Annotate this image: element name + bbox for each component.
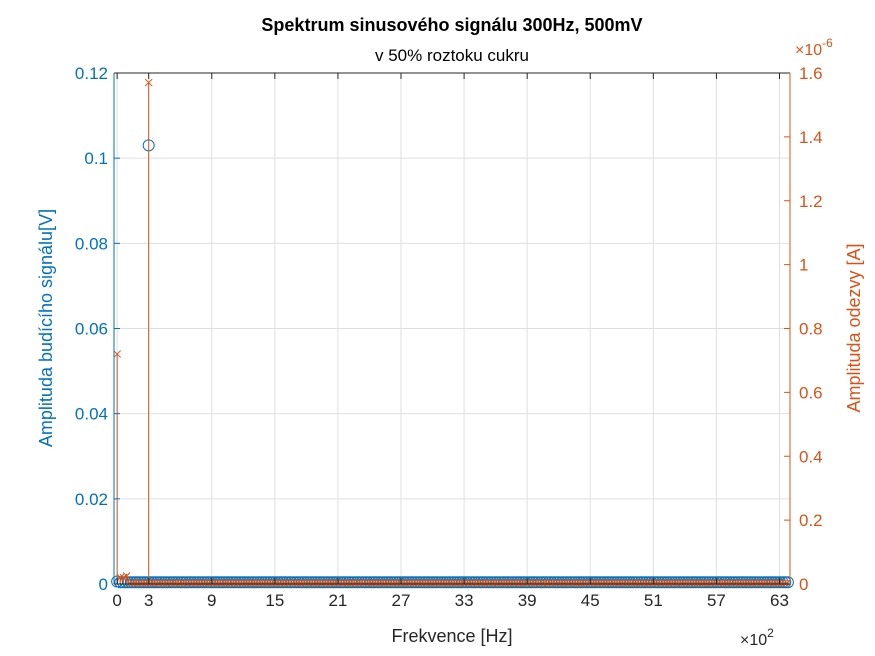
y-right-tick-label: 1.6 — [799, 64, 823, 83]
x-marker-stroke — [113, 350, 122, 358]
y-right-exponent: ×10-6 — [795, 36, 833, 59]
x-tick-label: 51 — [644, 591, 663, 610]
x-tick-label: 0 — [112, 591, 121, 610]
x-marker-stroke — [116, 573, 125, 582]
x-tick-label: 21 — [328, 591, 347, 610]
chart-subtitle: v 50% roztoku cukru — [375, 46, 529, 65]
right-baseline-point — [780, 579, 789, 587]
y-left-tick-label: 0.08 — [75, 234, 108, 253]
x-tick-label: 57 — [707, 591, 726, 610]
y-right-tick-label: 0 — [799, 575, 808, 594]
y-left-tick-label: 0.06 — [75, 320, 108, 339]
y-left-tick-label: 0.04 — [75, 405, 108, 424]
right-data-point — [144, 78, 153, 87]
y-right-tick-label: 0.4 — [799, 447, 823, 466]
x-marker-stroke — [122, 572, 131, 580]
y-right-tick-label: 1 — [799, 256, 808, 275]
x-marker-stroke — [780, 579, 789, 587]
y-right-tick-label: 0.2 — [799, 511, 823, 530]
x-tick-label: 3 — [144, 591, 153, 610]
x-tick-label: 33 — [455, 591, 474, 610]
x-tick-label: 15 — [265, 591, 284, 610]
y-right-tick-label: 1.4 — [799, 128, 823, 147]
y-left-tick-label: 0.12 — [75, 64, 108, 83]
y-left-label: Amplituda budícího signálu[V] — [36, 209, 56, 447]
right-series — [113, 78, 791, 587]
axes: 0 3 9 15 21 27 33 39 45 51 57 6300.020.040.060.080.… — [75, 64, 823, 610]
y-right-tick-label: 1.2 — [799, 192, 823, 211]
right-data-point — [122, 572, 131, 580]
x-marker-stroke — [144, 78, 153, 87]
x-exponent: ×102 — [740, 626, 774, 649]
x-tick-label: 39 — [518, 591, 537, 610]
y-right-tick-label: 0.8 — [799, 320, 823, 339]
y-right-label: Amplituda odezvy [A] — [844, 243, 864, 412]
y-left-tick-label: 0.1 — [84, 149, 108, 168]
right-baseline-point — [782, 579, 791, 587]
x-axis-label: Frekvence [Hz] — [391, 626, 512, 646]
chart-title: Spektrum sinusového signálu 300Hz, 500mV — [261, 15, 642, 35]
x-tick-label: 27 — [392, 591, 411, 610]
right-data-point — [113, 350, 122, 358]
y-left-tick-label: 0.02 — [75, 490, 108, 509]
y-left-tick-label: 0 — [99, 575, 108, 594]
x-tick-label: 45 — [581, 591, 600, 610]
right-data-point — [116, 573, 125, 582]
x-tick-label: 9 — [207, 591, 216, 610]
x-marker-stroke — [782, 579, 791, 587]
x-tick-label: 63 — [770, 591, 789, 610]
y-right-tick-label: 0.6 — [799, 383, 823, 402]
